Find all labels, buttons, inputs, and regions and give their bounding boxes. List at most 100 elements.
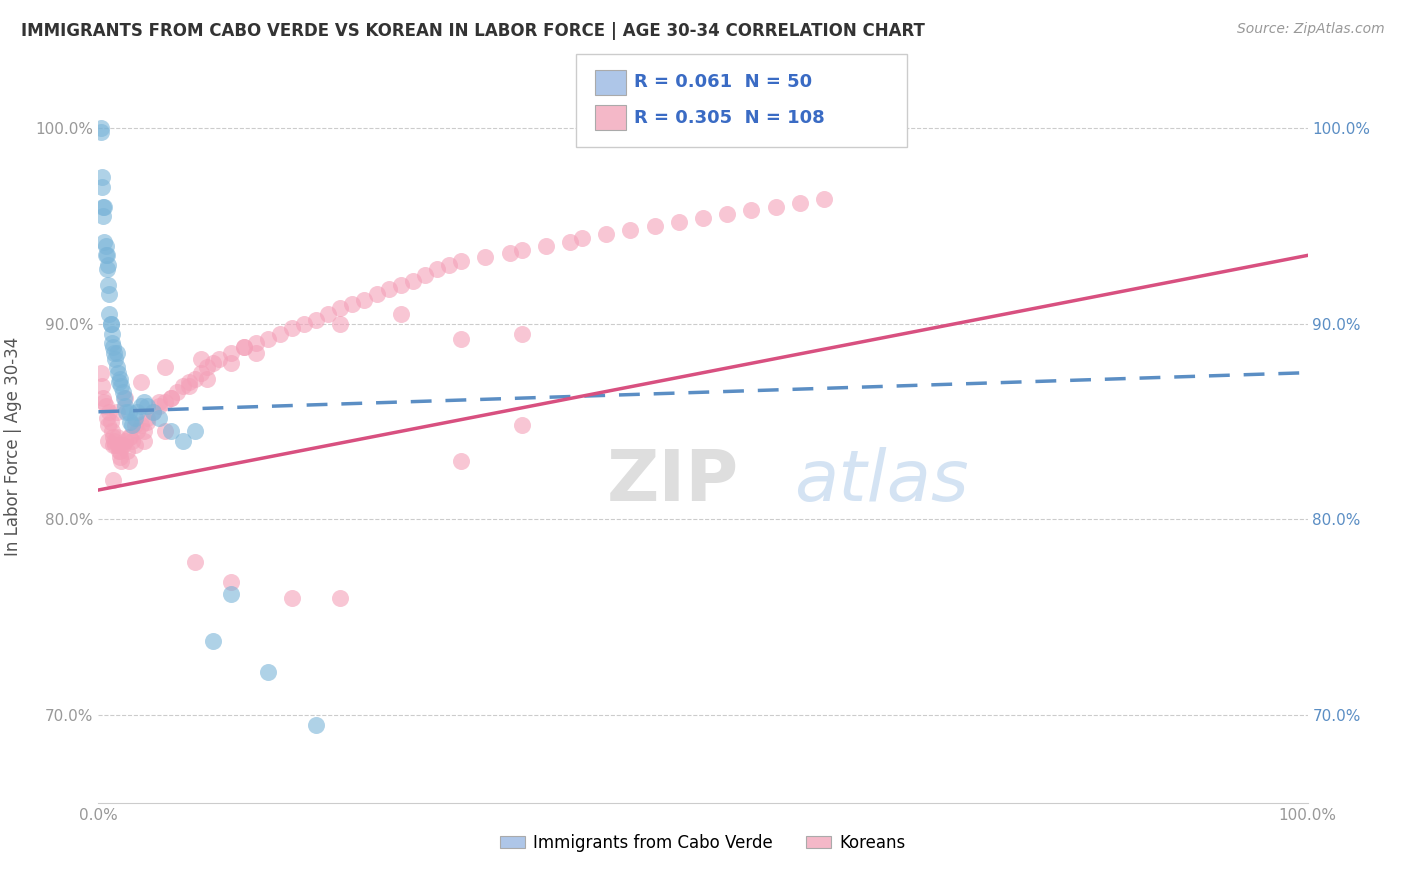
Point — [91, 391, 114, 405]
Point — [179, 379, 201, 393]
Point — [389, 277, 412, 292]
Point — [510, 418, 533, 433]
Point — [202, 356, 225, 370]
Point — [103, 434, 125, 449]
Point — [103, 346, 125, 360]
Point — [450, 333, 472, 347]
Point — [124, 418, 146, 433]
Point — [101, 473, 124, 487]
Point — [329, 301, 352, 315]
Point — [190, 351, 212, 366]
Point — [104, 351, 127, 366]
Point — [97, 277, 120, 292]
Text: atlas: atlas — [793, 447, 969, 516]
Point — [91, 209, 114, 223]
Point — [98, 307, 121, 321]
Point — [118, 453, 141, 467]
Point — [619, 223, 641, 237]
Point — [91, 200, 114, 214]
Point — [316, 307, 339, 321]
Point — [813, 192, 835, 206]
Point — [474, 250, 496, 264]
Point — [256, 665, 278, 679]
Point — [221, 356, 243, 370]
Text: R = 0.305  N = 108: R = 0.305 N = 108 — [634, 109, 825, 127]
Point — [166, 385, 188, 400]
Point — [305, 717, 328, 731]
Point — [118, 430, 141, 444]
Point — [148, 410, 170, 425]
Point — [172, 379, 194, 393]
Point — [90, 366, 112, 380]
Point — [148, 395, 170, 409]
Point — [97, 434, 120, 449]
Point — [232, 340, 254, 354]
Point — [97, 258, 120, 272]
Point — [94, 399, 117, 413]
Legend: Immigrants from Cabo Verde, Koreans: Immigrants from Cabo Verde, Koreans — [494, 828, 912, 859]
Point — [232, 340, 254, 354]
Point — [353, 293, 375, 308]
Point — [510, 326, 533, 341]
Point — [789, 195, 811, 210]
Point — [172, 434, 194, 449]
Point — [195, 371, 218, 385]
Point — [112, 391, 135, 405]
Point — [118, 405, 141, 419]
Point — [135, 415, 157, 429]
Point — [98, 405, 121, 419]
Point — [179, 376, 201, 390]
Point — [184, 425, 207, 439]
Point — [94, 238, 117, 252]
Point — [221, 346, 243, 360]
Point — [245, 346, 267, 360]
Point — [114, 391, 136, 405]
Point — [692, 211, 714, 226]
Point — [114, 434, 136, 449]
Point — [107, 438, 129, 452]
Point — [105, 346, 128, 360]
Point — [134, 395, 156, 409]
Point — [98, 287, 121, 301]
Point — [153, 359, 176, 374]
Point — [160, 391, 183, 405]
Text: IMMIGRANTS FROM CABO VERDE VS KOREAN IN LABOR FORCE | AGE 30-34 CORRELATION CHAR: IMMIGRANTS FROM CABO VERDE VS KOREAN IN … — [21, 22, 925, 40]
Point — [100, 317, 122, 331]
Point — [450, 453, 472, 467]
Point — [202, 633, 225, 648]
Point — [377, 282, 399, 296]
Text: R = 0.061  N = 50: R = 0.061 N = 50 — [634, 73, 813, 91]
Text: ZIP: ZIP — [606, 447, 738, 516]
Point — [105, 405, 128, 419]
Point — [127, 425, 149, 439]
Point — [281, 320, 304, 334]
Point — [389, 307, 412, 321]
Point — [329, 591, 352, 605]
Point — [129, 418, 152, 433]
Point — [96, 262, 118, 277]
Point — [221, 574, 243, 589]
Point — [124, 438, 146, 452]
Point — [118, 415, 141, 429]
Point — [135, 399, 157, 413]
Point — [93, 395, 115, 409]
Point — [101, 430, 124, 444]
Point — [108, 443, 131, 458]
Point — [91, 379, 114, 393]
Point — [510, 243, 533, 257]
Point — [153, 395, 176, 409]
Point — [256, 333, 278, 347]
Point — [108, 376, 131, 390]
Point — [108, 450, 131, 464]
Point — [245, 336, 267, 351]
Point — [100, 326, 122, 341]
Point — [148, 399, 170, 413]
Point — [413, 268, 436, 282]
Point — [101, 438, 124, 452]
Point — [142, 405, 165, 419]
Point — [558, 235, 581, 249]
Y-axis label: In Labor Force | Age 30-34: In Labor Force | Age 30-34 — [4, 336, 21, 556]
Point — [426, 262, 449, 277]
Point — [105, 359, 128, 374]
Point — [90, 121, 112, 136]
